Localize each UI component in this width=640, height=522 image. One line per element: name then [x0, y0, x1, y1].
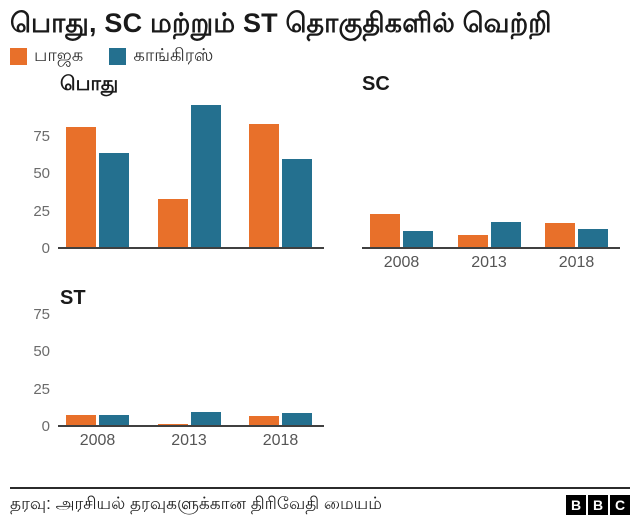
legend-label-congress: காங்கிரஸ்	[133, 44, 214, 65]
y-axis: 0 25 50 75	[10, 307, 58, 435]
bar-2008-பாஜக	[66, 414, 96, 426]
bar-group-2018	[545, 223, 608, 248]
bar-group-2013	[157, 411, 221, 426]
bar-2013-பாஜக	[457, 235, 488, 248]
footer: தரவு: அரசியல் தரவுகளுக்கான திரிவேதி மையம…	[10, 487, 630, 516]
bar-2008-பாஜக	[66, 127, 96, 248]
bar-group-2008	[66, 414, 129, 426]
bar-2018-காங்கிரஸ்	[578, 229, 608, 248]
x-tick-label: 2008	[383, 254, 420, 272]
legend-label-bjp: பாஜக	[34, 44, 84, 65]
x-axis-labels: 2008 2013 2018	[362, 254, 620, 272]
chart-st-title: ST	[60, 287, 86, 310]
legend-item-congress: காங்கிரஸ்	[109, 45, 213, 68]
y-tick-label: 75	[33, 127, 50, 145]
chart-general: பொது 0 25 50 75	[10, 71, 324, 257]
chart-sc: SC 2008 2013 2018	[362, 71, 620, 272]
congress-color-swatch	[109, 47, 127, 65]
x-tick-label: 2018	[558, 254, 595, 272]
bar-2018-பாஜக	[249, 416, 279, 426]
y-tick-label: 25	[33, 380, 50, 398]
legend-item-bjp: பாஜக	[10, 45, 83, 68]
bbc-logo: B B C	[566, 495, 630, 515]
x-tick-label: 2018	[262, 432, 299, 450]
page-title: பொது, SC மற்றும் ST தொகுதிகளில் வெற்றி	[10, 8, 552, 38]
charts-grid: பொது 0 25 50 75 SC 2008 2013 2018 ST 0 25 50 75 …	[10, 71, 630, 453]
plot-area-st	[58, 313, 324, 428]
x-tick-label: 2008	[79, 432, 116, 450]
bar-2018-காங்கிரஸ்	[282, 413, 312, 426]
y-tick-label: 75	[33, 305, 50, 323]
chart-sc-title: SC	[362, 73, 390, 96]
bar-2013-காங்கிரஸ்	[190, 411, 221, 426]
y-axis: 0 25 50 75	[10, 99, 58, 257]
x-axis-labels: 2008 2013 2018	[58, 432, 324, 450]
bjp-color-swatch	[10, 47, 27, 65]
x-tick-label: 2013	[171, 432, 207, 450]
bar-2013-பாஜக	[157, 423, 188, 426]
bar-2013-பாஜக	[157, 199, 188, 248]
legend: பாஜக காங்கிரஸ்	[10, 45, 630, 67]
y-tick-label: 0	[41, 418, 50, 436]
bar-2008-பாஜக	[370, 214, 400, 248]
bar-2008-காங்கிரஸ்	[403, 230, 433, 248]
bbc-logo-block: B	[566, 495, 586, 515]
plot-area-sc	[362, 99, 620, 250]
bar-group-2008	[66, 127, 129, 248]
bar-group-2018	[249, 124, 312, 248]
bar-group-2013	[157, 104, 221, 248]
bbc-logo-block: C	[610, 495, 630, 515]
bar-group-2018	[249, 413, 312, 426]
y-tick-label: 50	[33, 343, 50, 361]
bar-2018-பாஜக	[249, 124, 279, 248]
bar-2013-காங்கிரஸ்	[490, 221, 521, 248]
bbc-logo-block: B	[588, 495, 608, 515]
bar-2018-காங்கிரஸ்	[282, 158, 312, 248]
plot-area-general	[58, 99, 324, 250]
bar-group-2008	[370, 214, 433, 248]
chart-st: ST 0 25 50 75 2008 2013 2018	[10, 285, 324, 450]
x-tick-label: 2013	[471, 254, 507, 272]
bar-2008-காங்கிரஸ்	[99, 414, 129, 426]
bar-2008-காங்கிரஸ்	[99, 152, 129, 248]
y-tick-label: 0	[41, 240, 50, 258]
source-credit: தரவு: அரசியல் தரவுகளுக்கான திரிவேதி மையம…	[10, 494, 382, 513]
bar-2013-காங்கிரஸ்	[190, 104, 221, 248]
bar-2018-பாஜக	[545, 223, 575, 248]
y-tick-label: 25	[33, 202, 50, 220]
chart-general-title: பொது	[60, 73, 119, 96]
bar-group-2013	[457, 221, 521, 248]
y-tick-label: 50	[33, 165, 50, 183]
